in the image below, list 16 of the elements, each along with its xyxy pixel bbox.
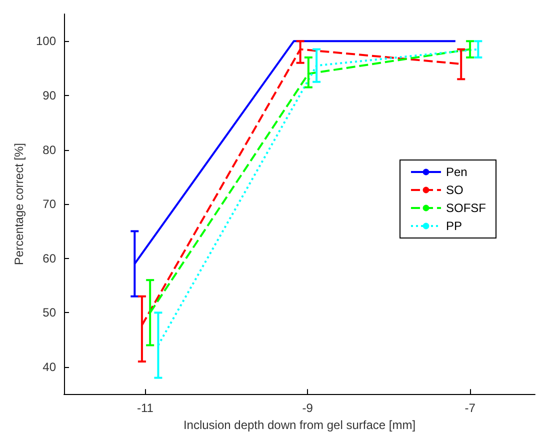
y-tick-label: 70: [42, 197, 56, 212]
y-tick-label: 100: [36, 34, 56, 48]
y-tick-label: 50: [42, 306, 56, 320]
legend-label: SO: [446, 183, 464, 197]
legend-label: SOFSF: [446, 201, 486, 215]
x-tick-label: -7: [464, 401, 476, 416]
y-tick-label: 90: [42, 88, 56, 102]
x-tick-label: -11: [136, 401, 154, 416]
legend-label: Pen: [446, 165, 468, 179]
y-tick-label: 60: [42, 251, 56, 266]
legend-label: PP: [446, 219, 462, 233]
y-axis-title: Percentage correct [%]: [12, 143, 26, 266]
x-tick-label: -9: [302, 401, 314, 416]
x-axis-title: Inclusion depth down from gel surface [mm]: [183, 418, 416, 432]
y-tick-label: 80: [42, 142, 56, 157]
y-tick-label: 40: [42, 360, 56, 374]
